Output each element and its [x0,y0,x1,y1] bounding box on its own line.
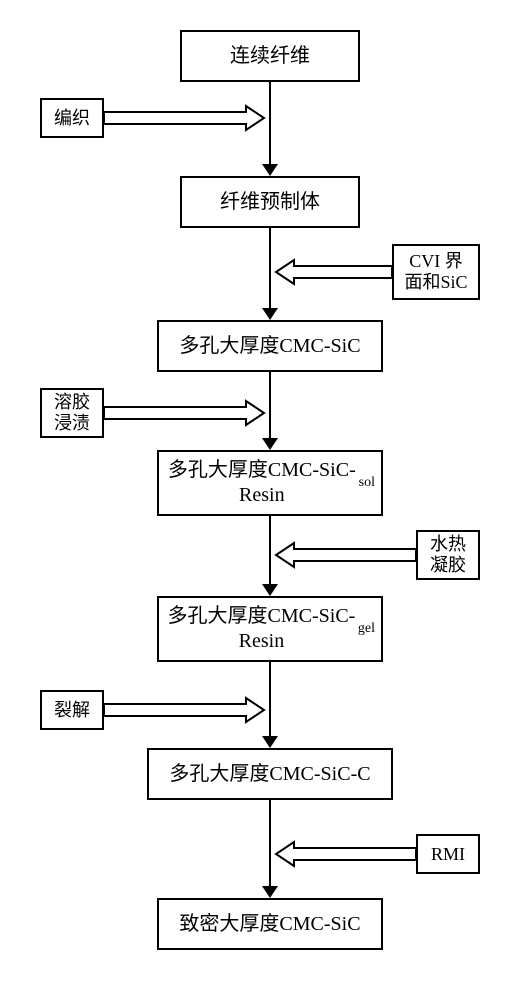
process-box-p3: 多孔大厚度CMC-SiC-Resinsol [157,450,383,516]
process-box-p4: 多孔大厚度CMC-SiC-Resingel [157,596,383,662]
side-box-s0: 编织 [40,98,104,138]
side-box-s1: CVI 界面和SiC [392,244,480,300]
side-box-s3: 水热凝胶 [416,530,480,580]
side-box-s5: RMI [416,834,480,874]
side-box-s4: 裂解 [40,690,104,730]
side-box-s2: 溶胶浸渍 [40,388,104,438]
process-box-p6: 致密大厚度CMC-SiC [157,898,383,950]
process-box-p5: 多孔大厚度CMC-SiC-C [147,748,393,800]
process-box-p2: 多孔大厚度CMC-SiC [157,320,383,372]
process-box-p0: 连续纤维 [180,30,360,82]
flowchart-canvas: 连续纤维纤维预制体多孔大厚度CMC-SiC 多孔大厚度CMC-SiC-Resins… [0,0,520,1000]
process-box-p1: 纤维预制体 [180,176,360,228]
